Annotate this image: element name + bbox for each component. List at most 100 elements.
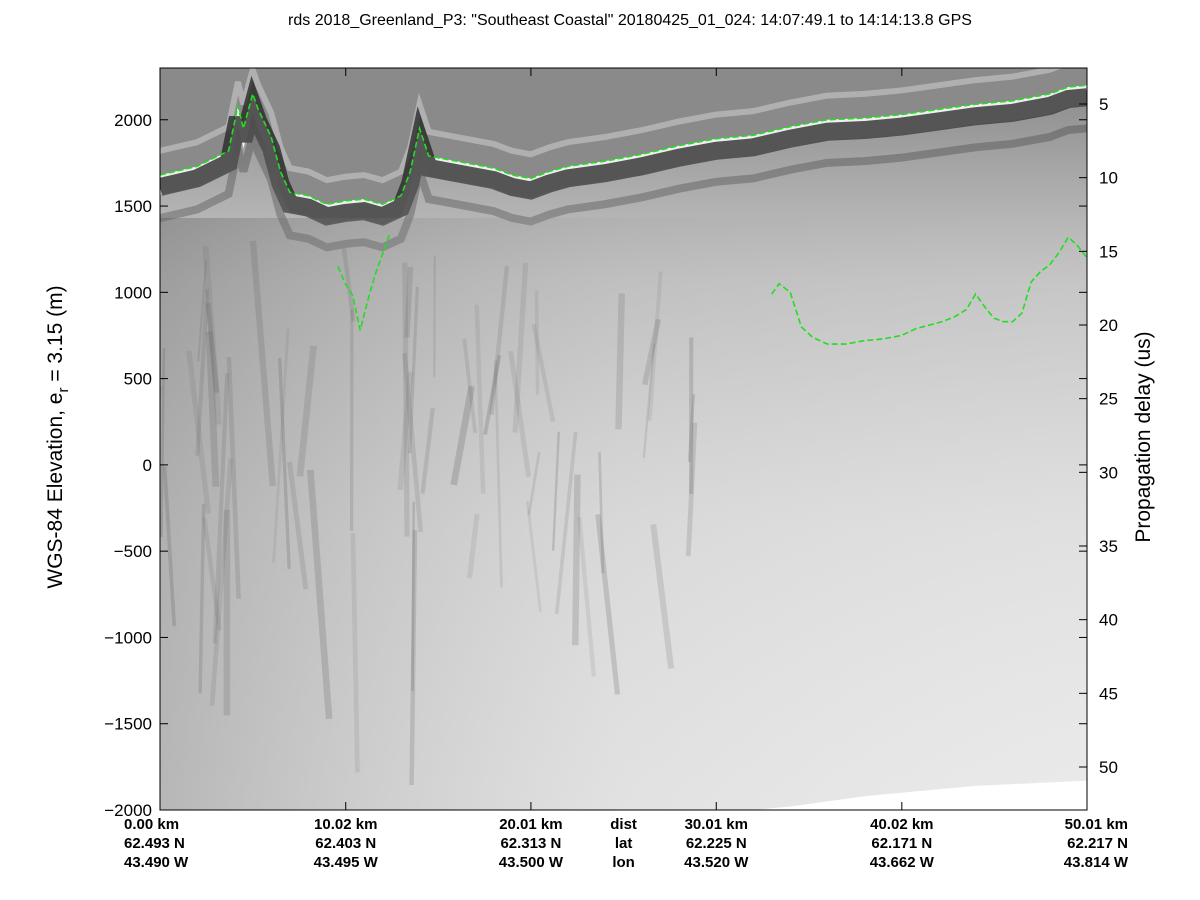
position-dist-value: 40.02 km bbox=[870, 816, 933, 833]
clutter-streak bbox=[296, 345, 317, 477]
axes: 2000 1500 1000 500 0 −500 −1000 −1500 −2000 5 10 15… bbox=[104, 67, 1118, 820]
clutter-streak bbox=[287, 461, 309, 590]
clutter-streak bbox=[202, 246, 222, 425]
position-dist-value: 10.02 km bbox=[314, 816, 377, 833]
clutter-streak bbox=[350, 533, 360, 773]
position-lon-value: 43.814 W bbox=[1064, 854, 1129, 871]
position-lat-value: 62.313 N bbox=[500, 835, 561, 852]
clutter-streak bbox=[641, 318, 662, 386]
clutter-streak bbox=[572, 474, 581, 646]
y-tick-label: −1500 bbox=[104, 715, 152, 734]
clutter-streak bbox=[249, 240, 276, 487]
clutter-streak bbox=[650, 524, 675, 669]
clutter-streak bbox=[402, 352, 424, 533]
y2-axis-label: Propagation delay (us) bbox=[1132, 331, 1155, 542]
clutter-streak bbox=[205, 331, 220, 487]
clutter-streak bbox=[197, 260, 208, 362]
y-axis-label-rest: = 3.15 (m) bbox=[44, 285, 67, 387]
y2-tick-label: 20 bbox=[1099, 316, 1118, 335]
y-axis-label: WGS-84 Elevation, er = 3.15 (m) bbox=[44, 285, 72, 588]
upper-layer-band bbox=[160, 68, 1063, 184]
bed-pick-right-line bbox=[771, 235, 1087, 345]
y-tick-label: 2000 bbox=[114, 111, 152, 130]
clutter-streak bbox=[483, 354, 502, 435]
position-dist-value: 50.01 km bbox=[1065, 816, 1128, 833]
clutter-streak bbox=[397, 371, 414, 491]
position-dist-value: 30.01 km bbox=[685, 816, 748, 833]
plot-frame bbox=[159, 67, 1088, 811]
clutter-streak bbox=[508, 350, 532, 478]
position-dist-value: 20.01 km bbox=[499, 816, 562, 833]
y-tick-label: −1000 bbox=[104, 628, 152, 647]
clutter-streak bbox=[278, 357, 291, 570]
clutter-streak bbox=[685, 422, 698, 557]
position-lat-value: 62.225 N bbox=[686, 835, 747, 852]
position-lat-value: 62.171 N bbox=[871, 835, 932, 852]
y-tick-label: 0 bbox=[143, 456, 152, 475]
clutter-streak bbox=[411, 501, 416, 691]
clutter-streak bbox=[202, 517, 222, 631]
clutter-streak bbox=[647, 271, 663, 421]
y2-tick-label: 25 bbox=[1099, 390, 1118, 409]
clutter-streak bbox=[687, 394, 696, 463]
clutter-streak bbox=[420, 407, 435, 494]
y-tick-label: 1500 bbox=[114, 197, 152, 216]
position-table: 0.00 km 62.493 N 43.490 W 10.02 km 62.403 N 4… bbox=[124, 816, 1129, 871]
clutter-streak bbox=[307, 469, 333, 720]
chart-title: rds 2018_Greenland_P3: "Southeast Coasta… bbox=[288, 12, 972, 29]
y2-tick-label: 45 bbox=[1099, 684, 1118, 703]
position-row-label: lon bbox=[612, 854, 635, 871]
clutter-streak bbox=[494, 360, 503, 588]
position-lon-value: 43.662 W bbox=[870, 854, 935, 871]
clutter-streak bbox=[186, 350, 212, 514]
clutter-streak bbox=[408, 286, 419, 454]
clutter-streak bbox=[489, 265, 510, 415]
clutter-streak bbox=[450, 385, 475, 486]
clutter-streak bbox=[409, 530, 418, 786]
clutter-streak bbox=[198, 503, 206, 694]
clutter-streak bbox=[466, 513, 480, 579]
clutter-streak bbox=[209, 458, 234, 706]
position-row-label: dist bbox=[610, 816, 637, 833]
y-tick-label: 500 bbox=[124, 370, 152, 389]
clutter-streak bbox=[404, 266, 414, 338]
clutter-streak bbox=[531, 323, 556, 423]
position-dist-value: 0.00 km bbox=[124, 816, 179, 833]
clutter-streak bbox=[341, 247, 356, 322]
clutter-streak bbox=[212, 373, 230, 644]
y2-tick-label: 10 bbox=[1099, 169, 1118, 188]
clutter-streak bbox=[474, 304, 486, 494]
position-lat-value: 62.217 N bbox=[1067, 835, 1128, 852]
position-lat-value: 62.403 N bbox=[315, 835, 376, 852]
position-lat-value: 62.493 N bbox=[124, 835, 185, 852]
clutter-streak bbox=[554, 431, 578, 615]
clutter-streak bbox=[595, 514, 621, 695]
bed-pick-left-line bbox=[337, 233, 391, 331]
position-lon-value: 43.520 W bbox=[684, 854, 749, 871]
position-lon-value: 43.490 W bbox=[124, 854, 189, 871]
clutter-streak bbox=[462, 338, 478, 434]
clutter-streak bbox=[205, 302, 220, 393]
y-tick-label: −2000 bbox=[104, 801, 152, 820]
clutter-streak bbox=[512, 262, 529, 433]
clutter-streak bbox=[272, 328, 290, 563]
layer-picks bbox=[160, 84, 1087, 345]
y-tick-label: −500 bbox=[114, 542, 152, 561]
clutter-streak bbox=[534, 290, 540, 395]
clutter-streak bbox=[642, 343, 656, 458]
y2-tick-label: 15 bbox=[1099, 242, 1118, 261]
clutter-streak bbox=[195, 288, 210, 456]
y-axis-label-subscript: r bbox=[55, 388, 72, 393]
y2-tick-label: 50 bbox=[1099, 758, 1118, 777]
y2-tick-label: 30 bbox=[1099, 463, 1118, 482]
position-lon-value: 43.500 W bbox=[499, 854, 564, 871]
clutter-streak bbox=[577, 517, 596, 677]
y-tick-label: 1000 bbox=[114, 283, 152, 302]
clutter-streak bbox=[525, 500, 542, 612]
clutter-streak bbox=[527, 451, 541, 516]
y2-tick-label: 40 bbox=[1099, 611, 1118, 630]
y2-tick-label: 35 bbox=[1099, 537, 1118, 556]
clutter-streak bbox=[226, 356, 241, 599]
